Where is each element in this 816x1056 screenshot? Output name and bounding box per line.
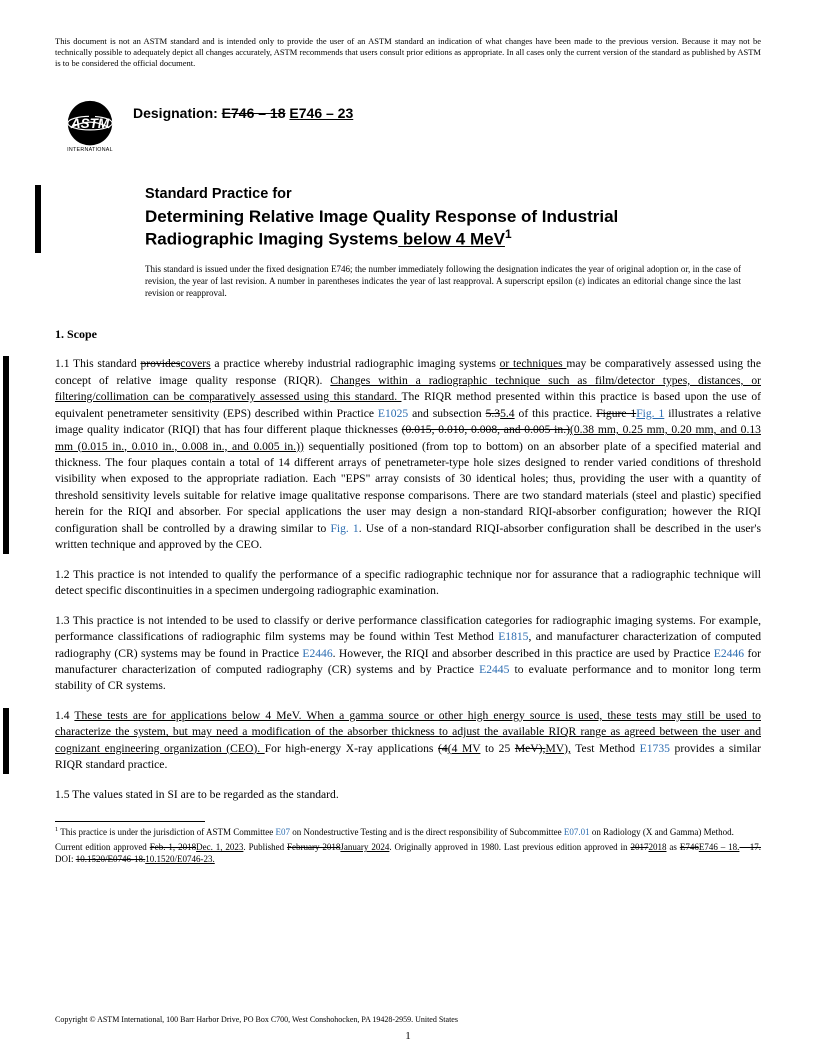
designation-line: Designation: E746 – 18 E746 – 23 <box>133 105 353 121</box>
link-e1025[interactable]: E1025 <box>378 407 408 420</box>
link-e07-01[interactable]: E07.01 <box>564 827 590 837</box>
copyright-line: Copyright © ASTM International, 100 Barr… <box>55 1015 458 1024</box>
svg-text:INTERNATIONAL: INTERNATIONAL <box>67 147 113 153</box>
para-1-1: 1.1 This standard providescovers a pract… <box>55 356 761 553</box>
astm-logo: ASTM INTERNATIONAL <box>61 97 119 155</box>
disclaimer-text: This document is not an ASTM standard an… <box>55 36 761 69</box>
title-insert: below 4 MeV <box>398 230 505 249</box>
designation-new: E746 – 23 <box>289 105 353 121</box>
link-fig1-a[interactable]: Fig. 1 <box>636 407 664 420</box>
link-e2446-a[interactable]: E2446 <box>302 647 332 660</box>
title-line1: Standard Practice for <box>145 185 731 204</box>
title-line2a: Determining Relative Image Quality Respo… <box>145 207 618 249</box>
designation-old: E746 – 18 <box>222 105 286 121</box>
scope-heading: 1. Scope <box>55 327 761 342</box>
svg-text:ASTM: ASTM <box>70 116 110 131</box>
title-footnote-ref: 1 <box>505 227 512 241</box>
designation-label: Designation: <box>133 105 218 121</box>
para-1-3: 1.3 This practice is not intended to be … <box>55 613 761 695</box>
link-e1815[interactable]: E1815 <box>498 630 528 643</box>
para-1-5: 1.5 The values stated in SI are to be re… <box>55 787 761 803</box>
footnote-2: Current edition approved Feb. 1, 2018Dec… <box>55 841 761 865</box>
para-1-4: 1.4 These tests are for applications bel… <box>55 708 761 774</box>
issuance-note: This standard is issued under the fixed … <box>145 263 741 299</box>
page-number: 1 <box>0 1030 816 1042</box>
link-fig1-b[interactable]: Fig. 1 <box>330 522 358 535</box>
standard-title: Standard Practice for Determining Relati… <box>145 185 731 251</box>
para-1-2: 1.2 This practice is not intended to qua… <box>55 567 761 600</box>
footnote-rule <box>55 821 205 822</box>
footnote-1: 1 This practice is under the jurisdictio… <box>55 826 761 838</box>
link-e07[interactable]: E07 <box>275 827 290 837</box>
link-e2446-b[interactable]: E2446 <box>714 647 744 660</box>
link-e1735[interactable]: E1735 <box>640 742 670 755</box>
link-e2445[interactable]: E2445 <box>479 663 509 676</box>
